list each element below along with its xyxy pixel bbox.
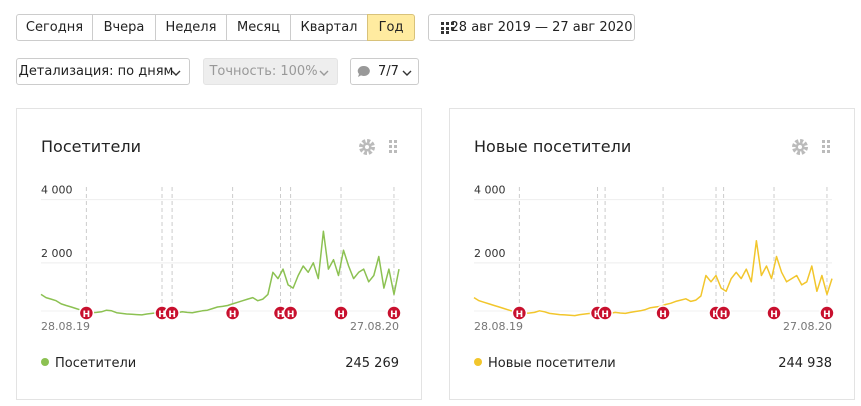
- legend-total: 245 269: [345, 356, 399, 371]
- line: [40, 230, 400, 316]
- drag-handle: [827, 140, 830, 143]
- y-tick-label: 4 000: [41, 184, 73, 197]
- drag-handle: [389, 145, 392, 148]
- annotation-label: Н: [601, 310, 609, 320]
- line: [473, 239, 833, 317]
- annotation-label: Н: [712, 310, 720, 320]
- legend-label: Новые посетители: [488, 356, 616, 371]
- annotation-label: Н: [229, 310, 237, 320]
- date-range-button[interactable]: 28 авг 2019 — 27 авг 2020: [428, 14, 635, 41]
- detail-dropdown[interactable]: Детализация: по дням: [16, 58, 190, 85]
- comments-dropdown[interactable]: 7/7: [350, 58, 419, 85]
- annotation-marker: [333, 305, 349, 321]
- annotation-label: Н: [390, 310, 398, 320]
- annotation-marker: [224, 305, 241, 321]
- y-tick-label: 2 000: [41, 247, 73, 260]
- period-button[interactable]: Сегодня: [16, 14, 93, 41]
- annotation-label: Н: [83, 310, 91, 320]
- annotation-marker: [386, 305, 402, 321]
- y-tick-label: 4 000: [474, 184, 506, 197]
- widget-title: Посетители: [41, 137, 141, 156]
- annotation-label: Н: [594, 310, 602, 320]
- drag-handle: [822, 145, 825, 148]
- period-button[interactable]: Неделя: [155, 14, 227, 41]
- y-tick-label: 2 000: [474, 247, 506, 260]
- settings-icon[interactable]: [792, 139, 808, 155]
- widget: Новые посетители 2 000 4 000 Н Н Н Н Н Н Н Н 28.08.…: [449, 108, 855, 400]
- widget-title: Новые посетители: [474, 137, 631, 156]
- annotation-label: Н: [516, 310, 524, 320]
- comments-label: 7/7: [378, 64, 399, 79]
- period-button[interactable]: Месяц: [226, 14, 291, 41]
- accuracy-dropdown: Точность: 100%: [203, 58, 338, 85]
- legend-total: 244 938: [778, 356, 832, 371]
- settings-icon[interactable]: [359, 139, 375, 155]
- annotation-marker: [511, 305, 528, 321]
- annotation-marker: [819, 305, 835, 321]
- drag-handle: [394, 145, 397, 148]
- x-label: 27.08.20: [783, 320, 832, 333]
- annotation-label: Н: [277, 310, 285, 320]
- drag-handle: [827, 145, 830, 148]
- drag-handle: [394, 150, 397, 153]
- annotation-marker: [78, 305, 95, 321]
- annotation-marker: [715, 305, 732, 321]
- date-range: 28 авг 2019 — 27 авг 2020: [450, 20, 633, 35]
- annotation-marker: [282, 305, 299, 321]
- chevron: [402, 70, 412, 76]
- period-button[interactable]: Вчера: [92, 14, 156, 41]
- widget: Посетители 2 000 4 000 Н Н Н Н Н Н Н Н 28.08.19 27.0…: [16, 108, 422, 400]
- annotation-label: Н: [158, 310, 166, 320]
- annotation-marker: [655, 305, 671, 321]
- comment-icon: [357, 65, 370, 77]
- chevron: [319, 70, 329, 76]
- annotation-marker: [766, 305, 782, 321]
- period-button[interactable]: Квартал: [290, 14, 368, 41]
- chevron: [171, 70, 181, 76]
- annotation-marker: [597, 305, 613, 321]
- drag-handle: [822, 150, 825, 153]
- drag-handle: [394, 140, 397, 143]
- annotation-label: Н: [770, 310, 778, 320]
- drag-handle: [389, 150, 392, 153]
- accuracy-label: Точность: 100%: [209, 64, 318, 79]
- legend-dot: [474, 358, 482, 366]
- drag-handle: [822, 140, 825, 143]
- legend-label: Посетители: [55, 356, 136, 371]
- annotation-label: Н: [823, 310, 831, 320]
- annotation-label: Н: [337, 310, 345, 320]
- calendar-icon: [441, 22, 454, 34]
- drag-handle: [389, 140, 392, 143]
- annotation-label: Н: [659, 310, 667, 320]
- drag-handle: [827, 150, 830, 153]
- x-label: 27.08.20: [350, 320, 399, 333]
- x-label: 28.08.19: [474, 320, 523, 333]
- detail-label: Детализация: по дням: [18, 64, 174, 79]
- legend-dot: [41, 358, 49, 366]
- annotation-marker: [164, 305, 180, 321]
- annotation-label: Н: [168, 310, 176, 320]
- annotation-label: Н: [287, 310, 295, 320]
- period-button-active[interactable]: Год: [367, 14, 415, 41]
- annotation-label: Н: [720, 310, 728, 320]
- x-label: 28.08.19: [41, 320, 90, 333]
